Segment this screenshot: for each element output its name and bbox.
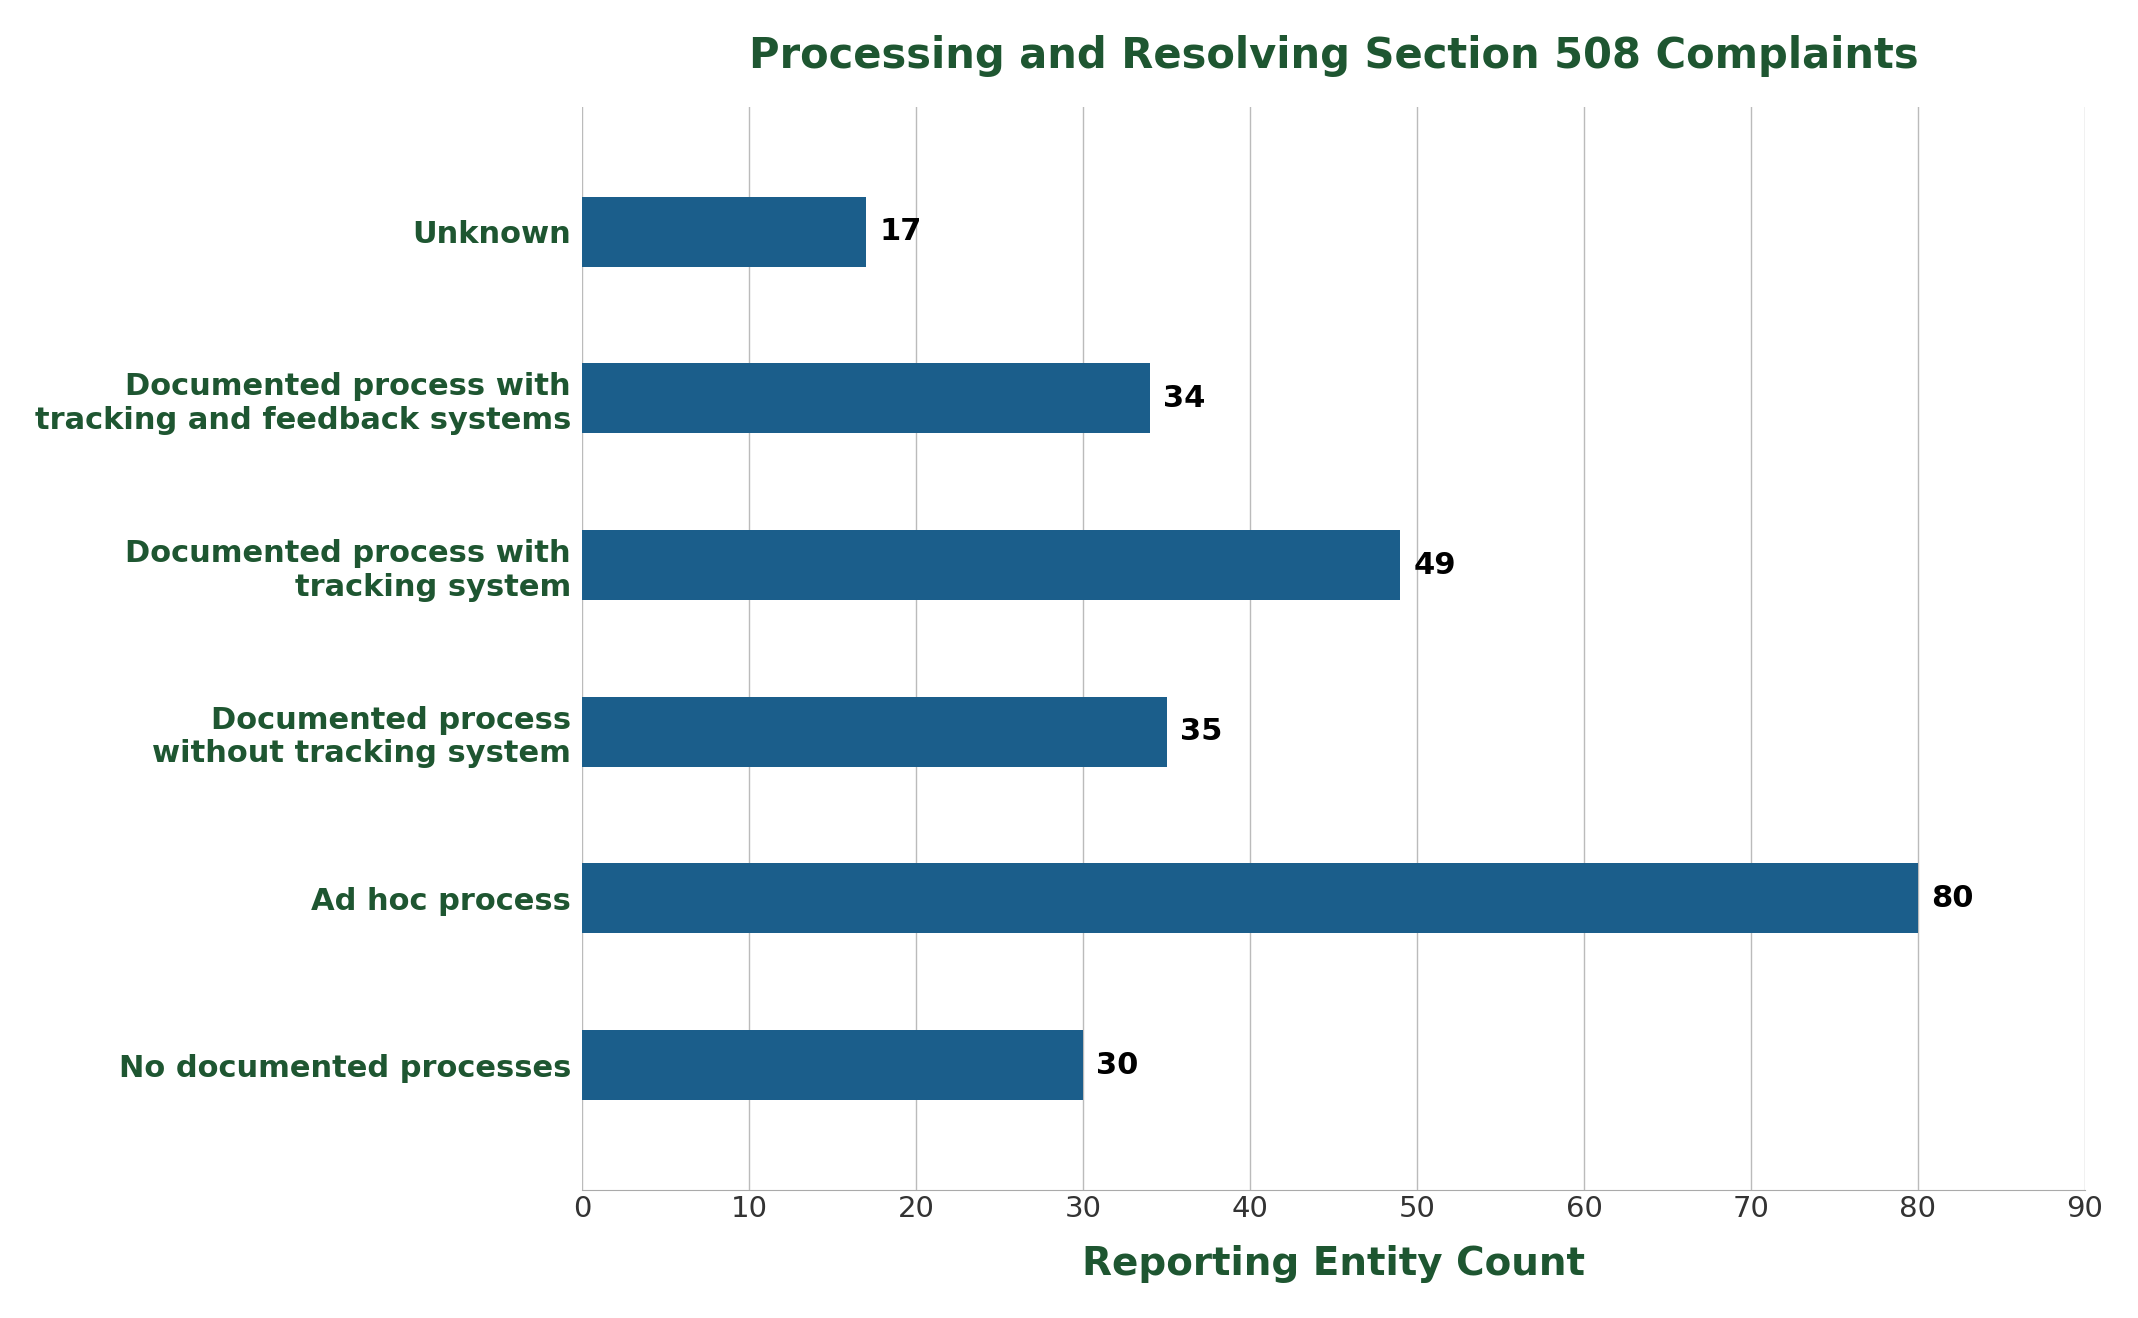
- Bar: [582, 697, 1167, 767]
- Text: 49: 49: [1413, 551, 1456, 580]
- Text: 35: 35: [1180, 717, 1223, 746]
- Bar: [582, 1031, 1084, 1101]
- Text: 17: 17: [879, 217, 921, 246]
- Bar: [582, 196, 866, 266]
- Bar: [582, 364, 1150, 434]
- Title: Processing and Resolving Section 508 Complaints: Processing and Resolving Section 508 Com…: [748, 34, 1918, 76]
- Text: 34: 34: [1163, 384, 1206, 413]
- Bar: [582, 863, 1918, 933]
- Bar: [582, 530, 1400, 600]
- Text: 80: 80: [1931, 884, 1973, 913]
- X-axis label: Reporting Entity Count: Reporting Entity Count: [1082, 1246, 1584, 1284]
- Text: 30: 30: [1097, 1050, 1140, 1079]
